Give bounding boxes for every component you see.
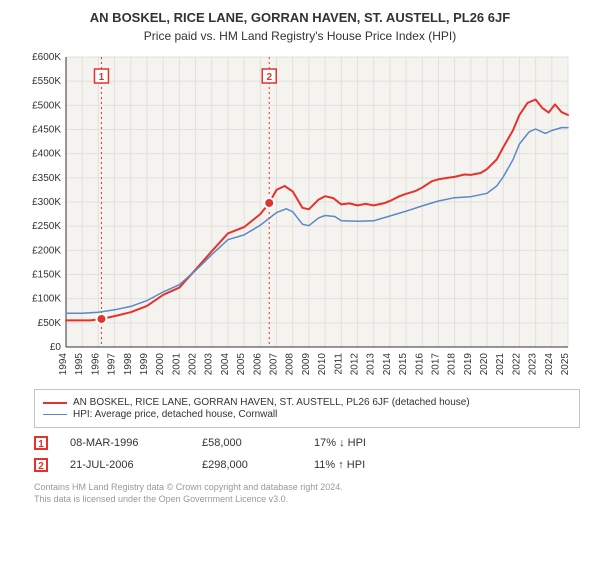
svg-text:£0: £0 [50, 342, 62, 353]
legend-item: AN BOSKEL, RICE LANE, GORRAN HAVEN, ST. … [43, 397, 571, 408]
svg-text:2025: 2025 [560, 353, 571, 376]
svg-text:1998: 1998 [123, 353, 134, 376]
legend-swatch [43, 402, 67, 404]
svg-text:2023: 2023 [528, 353, 539, 376]
svg-text:2009: 2009 [301, 353, 312, 376]
svg-text:1995: 1995 [74, 353, 85, 376]
sale-date: 21-JUL-2006 [70, 459, 180, 471]
legend-item: HPI: Average price, detached house, Corn… [43, 409, 571, 420]
svg-text:2013: 2013 [366, 353, 377, 376]
svg-text:2011: 2011 [333, 353, 344, 375]
svg-text:1996: 1996 [90, 353, 101, 376]
legend-label: HPI: Average price, detached house, Corn… [73, 409, 277, 420]
sale-dot-1 [96, 314, 106, 324]
svg-text:2007: 2007 [269, 353, 280, 376]
svg-text:£600K: £600K [32, 52, 61, 63]
svg-text:1997: 1997 [107, 353, 118, 376]
legend-swatch [43, 414, 67, 415]
sale-events: 1 08-MAR-1996 £58,000 17% ↓ HPI 2 21-JUL-2006… [0, 436, 600, 472]
data-attribution: Contains HM Land Registry data © Crown c… [34, 482, 580, 505]
sale-marker-label-1: 1 [99, 72, 105, 83]
legend-label: AN BOSKEL, RICE LANE, GORRAN HAVEN, ST. … [73, 397, 470, 408]
sale-delta: 17% ↓ HPI [314, 437, 366, 449]
sale-marker-2: 2 [34, 458, 48, 472]
svg-text:£150K: £150K [32, 270, 61, 281]
svg-text:2020: 2020 [479, 353, 490, 376]
svg-text:£300K: £300K [32, 197, 61, 208]
sale-price: £58,000 [202, 437, 292, 449]
svg-text:2022: 2022 [511, 353, 522, 376]
sale-marker-1: 1 [34, 436, 48, 450]
chart-legend: AN BOSKEL, RICE LANE, GORRAN HAVEN, ST. … [34, 389, 580, 428]
svg-text:2014: 2014 [382, 353, 393, 376]
svg-text:2012: 2012 [349, 353, 360, 376]
svg-text:£100K: £100K [32, 294, 61, 305]
price-chart: £0 £50K £100K £150K £200K £250K £300K £350K £400… [20, 51, 580, 381]
footer-line2: This data is licensed under the Open Gov… [34, 494, 580, 506]
svg-text:2008: 2008 [285, 353, 296, 376]
svg-text:2018: 2018 [447, 353, 458, 376]
svg-text:2021: 2021 [495, 353, 506, 376]
svg-text:£500K: £500K [32, 100, 61, 111]
svg-text:2002: 2002 [188, 353, 199, 376]
svg-text:£250K: £250K [32, 221, 61, 232]
sale-delta: 11% ↑ HPI [314, 459, 365, 471]
svg-text:2001: 2001 [171, 353, 182, 376]
sale-dot-2 [264, 198, 274, 208]
svg-text:2010: 2010 [317, 353, 328, 376]
svg-text:2015: 2015 [398, 353, 409, 376]
svg-text:2003: 2003 [204, 353, 215, 376]
svg-text:2024: 2024 [544, 353, 555, 376]
svg-text:£550K: £550K [32, 76, 61, 87]
chart-title-line2: Price paid vs. HM Land Registry's House … [0, 29, 600, 43]
svg-text:2000: 2000 [155, 353, 166, 376]
svg-text:£400K: £400K [32, 149, 61, 160]
sale-row: 1 08-MAR-1996 £58,000 17% ↓ HPI [34, 436, 600, 450]
svg-text:£450K: £450K [32, 125, 61, 136]
svg-text:2016: 2016 [414, 353, 425, 376]
sale-price: £298,000 [202, 459, 292, 471]
sale-row: 2 21-JUL-2006 £298,000 11% ↑ HPI [34, 458, 600, 472]
sale-date: 08-MAR-1996 [70, 437, 180, 449]
svg-text:2004: 2004 [220, 353, 231, 376]
svg-text:£200K: £200K [32, 245, 61, 256]
svg-text:1994: 1994 [58, 353, 69, 376]
chart-title-line1: AN BOSKEL, RICE LANE, GORRAN HAVEN, ST. … [0, 10, 600, 25]
svg-text:2005: 2005 [236, 353, 247, 376]
svg-text:1999: 1999 [139, 353, 150, 376]
svg-text:2019: 2019 [463, 353, 474, 376]
svg-text:2006: 2006 [252, 353, 263, 376]
svg-text:£50K: £50K [38, 318, 62, 329]
svg-text:£350K: £350K [32, 173, 61, 184]
sale-marker-label-2: 2 [266, 72, 272, 83]
footer-line1: Contains HM Land Registry data © Crown c… [34, 482, 580, 494]
svg-text:2017: 2017 [430, 353, 441, 376]
